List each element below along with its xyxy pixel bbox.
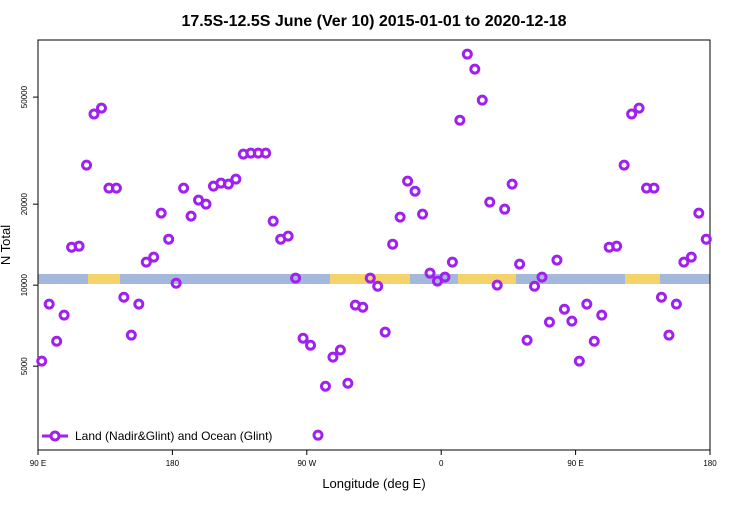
- data-point: [439, 271, 451, 283]
- data-point: [110, 182, 122, 194]
- data-point: [222, 178, 234, 190]
- data-point: [700, 233, 712, 245]
- data-point: [469, 63, 481, 75]
- data-point: [133, 298, 145, 310]
- data-point: [305, 339, 317, 351]
- data-point: [387, 238, 399, 250]
- y-tick-label: 5000: [20, 357, 29, 375]
- data-point: [424, 267, 436, 279]
- data-point: [551, 254, 563, 266]
- x-tick-label: 180: [166, 459, 180, 468]
- data-point: [36, 355, 48, 367]
- legend-marker: [49, 430, 61, 442]
- chart-title: 17.5S-12.5S June (Ver 10) 2015-01-01 to …: [181, 13, 566, 30]
- x-tick-label: 90 E: [567, 459, 583, 468]
- data-point: [417, 208, 429, 220]
- data-point: [506, 178, 518, 190]
- data-point: [581, 298, 593, 310]
- data-point: [566, 315, 578, 327]
- data-point: [648, 182, 660, 194]
- data-point: [633, 102, 645, 114]
- data-point: [95, 102, 107, 114]
- legend-label: Land (Nadir&Glint) and Ocean (Glint): [75, 429, 272, 443]
- data-point: [319, 380, 331, 392]
- data-point: [342, 377, 354, 389]
- data-point: [364, 272, 376, 284]
- data-point: [573, 355, 585, 367]
- data-point: [454, 114, 466, 126]
- plot-frame: [37, 39, 711, 451]
- data-point: [558, 303, 570, 315]
- data-point: [297, 332, 309, 344]
- data-point: [693, 207, 705, 219]
- data-point: [43, 298, 55, 310]
- data-point: [394, 211, 406, 223]
- data-point: [536, 271, 548, 283]
- data-point: [282, 230, 294, 242]
- data-point: [327, 351, 339, 363]
- y-tick-label: 50000: [20, 85, 29, 108]
- y-axis-label: N Total: [0, 225, 13, 265]
- data-point: [670, 298, 682, 310]
- data-point: [51, 335, 63, 347]
- data-point: [655, 291, 667, 303]
- x-tick-label: 0: [439, 459, 444, 468]
- data-point: [334, 344, 346, 356]
- data-point: [529, 280, 541, 292]
- data-point: [148, 251, 160, 263]
- data-point: [446, 256, 458, 268]
- data-point: [678, 256, 690, 268]
- data-point: [484, 196, 496, 208]
- data-point: [81, 159, 93, 171]
- data-point: [596, 309, 608, 321]
- y-tick-label: 20000: [20, 192, 29, 215]
- data-point: [372, 280, 384, 292]
- data-point: [140, 256, 152, 268]
- data-point: [178, 182, 190, 194]
- data-point: [267, 215, 279, 227]
- data-point: [118, 291, 130, 303]
- data-point: [290, 272, 302, 284]
- data-point: [357, 301, 369, 313]
- data-point: [73, 240, 85, 252]
- data-point: [200, 198, 212, 210]
- data-point: [543, 316, 555, 328]
- data-point: [58, 309, 70, 321]
- data-point: [663, 329, 675, 341]
- data-point: [514, 258, 526, 270]
- data-point: [685, 251, 697, 263]
- data-point: [125, 329, 137, 341]
- data-point: [260, 147, 272, 159]
- y-tick-label: 10000: [20, 273, 29, 296]
- x-tick-label: 180: [703, 459, 717, 468]
- data-point: [170, 277, 182, 289]
- data-point: [618, 159, 630, 171]
- data-point: [499, 203, 511, 215]
- data-point: [491, 279, 503, 291]
- data-point: [521, 334, 533, 346]
- data-point: [163, 233, 175, 245]
- data-point: [88, 108, 100, 120]
- data-point: [626, 108, 638, 120]
- data-point: [611, 240, 623, 252]
- data-point: [379, 326, 391, 338]
- data-point: [409, 185, 421, 197]
- data-point: [461, 48, 473, 60]
- data-point: [312, 429, 324, 441]
- data-point: [402, 175, 414, 187]
- x-axis-label: Longitude (deg E): [322, 476, 425, 491]
- x-tick-label: 90 E: [30, 459, 46, 468]
- data-point: [155, 207, 167, 219]
- data-point: [185, 210, 197, 222]
- data-point: [230, 173, 242, 185]
- data-point: [588, 335, 600, 347]
- data-point: [476, 94, 488, 106]
- x-tick-label: 90 W: [297, 459, 316, 468]
